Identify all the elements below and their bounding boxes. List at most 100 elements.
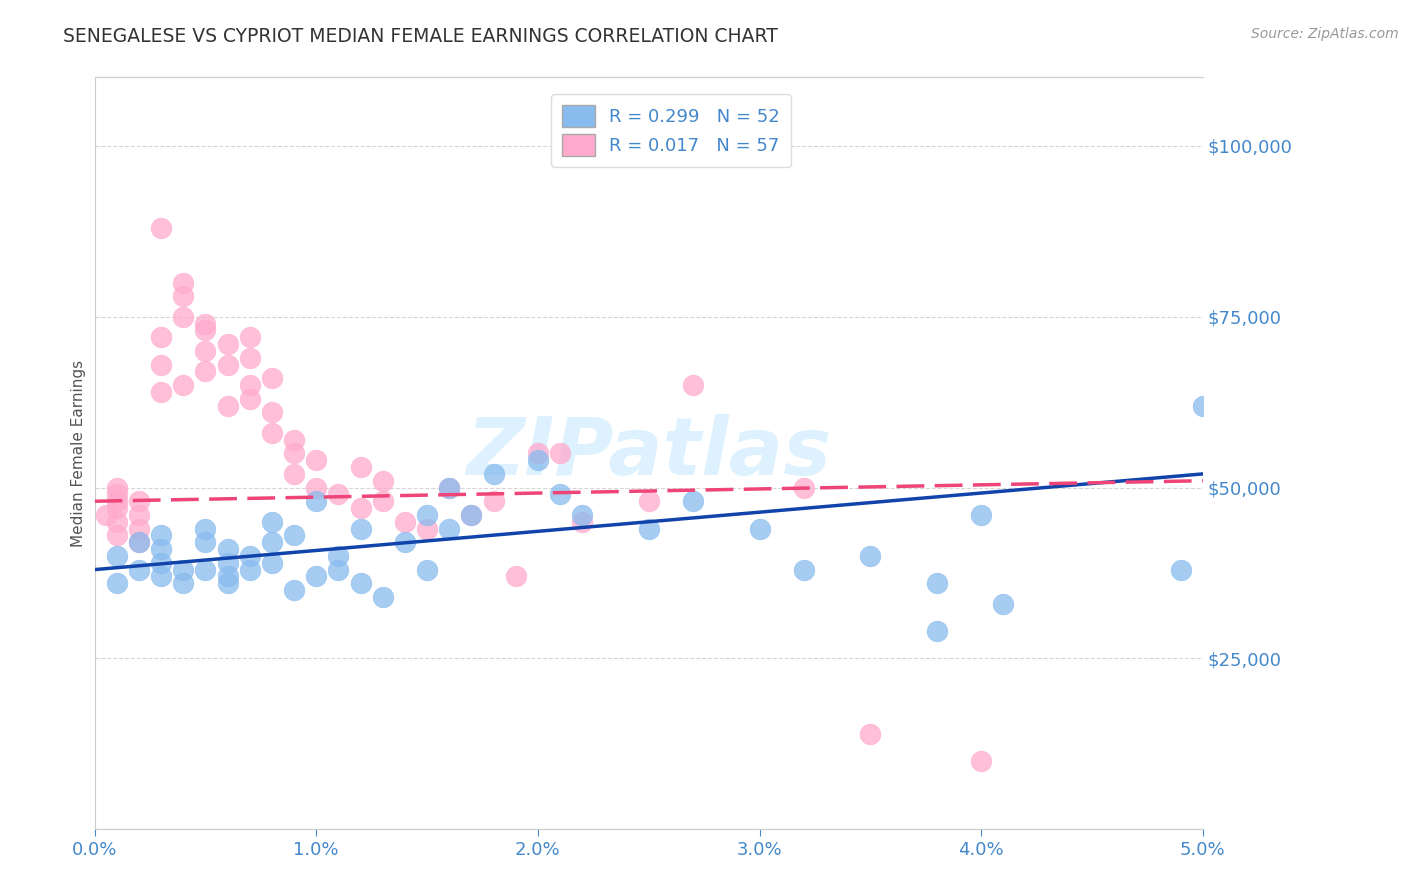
Point xyxy=(150,569,173,583)
Point xyxy=(925,624,948,639)
Point xyxy=(482,467,505,481)
Point xyxy=(128,494,150,508)
Point xyxy=(194,563,217,577)
Point xyxy=(105,494,128,508)
Point xyxy=(283,433,305,447)
Point xyxy=(439,481,461,495)
Point xyxy=(305,494,328,508)
Point xyxy=(150,556,173,570)
Point xyxy=(105,515,128,529)
Point xyxy=(194,317,217,331)
Point xyxy=(217,542,239,557)
Point xyxy=(460,508,482,522)
Point xyxy=(371,590,394,604)
Point xyxy=(682,494,704,508)
Point xyxy=(217,337,239,351)
Point xyxy=(371,494,394,508)
Point xyxy=(548,487,571,501)
Point xyxy=(859,726,882,740)
Point xyxy=(328,549,350,563)
Point xyxy=(637,494,659,508)
Point xyxy=(283,467,305,481)
Point xyxy=(172,563,194,577)
Point xyxy=(128,535,150,549)
Point xyxy=(283,528,305,542)
Point xyxy=(371,474,394,488)
Point xyxy=(349,501,371,516)
Point xyxy=(349,460,371,475)
Point xyxy=(194,364,217,378)
Point xyxy=(172,310,194,324)
Point xyxy=(328,487,350,501)
Point xyxy=(349,576,371,591)
Point xyxy=(217,399,239,413)
Point xyxy=(260,535,283,549)
Point xyxy=(260,556,283,570)
Point xyxy=(925,576,948,591)
Point xyxy=(260,371,283,385)
Point xyxy=(305,481,328,495)
Point xyxy=(172,576,194,591)
Point xyxy=(439,481,461,495)
Point xyxy=(260,515,283,529)
Point xyxy=(217,569,239,583)
Point xyxy=(349,522,371,536)
Point xyxy=(128,535,150,549)
Point xyxy=(416,563,439,577)
Point xyxy=(172,378,194,392)
Point xyxy=(150,542,173,557)
Point xyxy=(128,522,150,536)
Point xyxy=(748,522,770,536)
Point xyxy=(482,494,505,508)
Point xyxy=(239,392,262,406)
Point xyxy=(94,508,117,522)
Point xyxy=(150,330,173,344)
Point xyxy=(239,563,262,577)
Point xyxy=(505,569,527,583)
Point xyxy=(637,522,659,536)
Point xyxy=(150,528,173,542)
Point xyxy=(172,276,194,290)
Point xyxy=(150,220,173,235)
Point xyxy=(527,453,550,467)
Point xyxy=(217,556,239,570)
Point xyxy=(793,563,815,577)
Point xyxy=(283,446,305,460)
Point xyxy=(260,425,283,440)
Point xyxy=(993,597,1015,611)
Point xyxy=(970,754,993,768)
Point xyxy=(416,522,439,536)
Point xyxy=(217,358,239,372)
Point xyxy=(105,481,128,495)
Point xyxy=(305,569,328,583)
Point xyxy=(1192,399,1215,413)
Y-axis label: Median Female Earnings: Median Female Earnings xyxy=(72,359,86,547)
Point xyxy=(460,508,482,522)
Point xyxy=(793,481,815,495)
Point xyxy=(682,378,704,392)
Point xyxy=(194,323,217,337)
Point xyxy=(1170,563,1192,577)
Text: Source: ZipAtlas.com: Source: ZipAtlas.com xyxy=(1251,27,1399,41)
Point xyxy=(859,549,882,563)
Point xyxy=(239,378,262,392)
Point xyxy=(239,351,262,365)
Point xyxy=(239,549,262,563)
Point xyxy=(439,522,461,536)
Point xyxy=(328,563,350,577)
Point xyxy=(239,330,262,344)
Point xyxy=(194,343,217,358)
Point xyxy=(105,576,128,591)
Point xyxy=(128,508,150,522)
Point xyxy=(105,528,128,542)
Point xyxy=(105,549,128,563)
Point xyxy=(105,487,128,501)
Point xyxy=(548,446,571,460)
Point xyxy=(970,508,993,522)
Point xyxy=(260,405,283,419)
Point xyxy=(150,358,173,372)
Point xyxy=(305,453,328,467)
Point xyxy=(394,535,416,549)
Point xyxy=(283,583,305,598)
Legend: R = 0.299   N = 52, R = 0.017   N = 57: R = 0.299 N = 52, R = 0.017 N = 57 xyxy=(551,94,790,167)
